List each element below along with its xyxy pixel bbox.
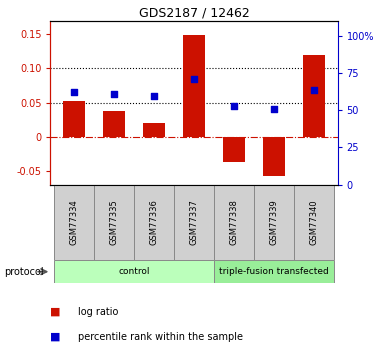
Text: GSM77340: GSM77340 [309,200,318,245]
Text: GSM77335: GSM77335 [110,200,119,245]
Bar [134,185,174,260]
Point [231,103,237,109]
Text: GSM77334: GSM77334 [70,200,79,245]
Bar [214,260,334,283]
Text: GSM77338: GSM77338 [229,200,238,245]
Text: log ratio: log ratio [78,307,118,317]
Point [151,94,157,99]
Text: GSM77336: GSM77336 [150,200,159,245]
Bar [54,185,94,260]
Point [191,76,197,81]
Text: triple-fusion transfected: triple-fusion transfected [219,267,329,276]
Point [310,88,317,93]
Bar [63,101,85,137]
Bar [174,185,214,260]
Point [271,107,277,112]
Text: GSM77337: GSM77337 [189,200,199,245]
Point [71,90,78,95]
Title: GDS2187 / 12462: GDS2187 / 12462 [139,7,249,20]
Text: protocol: protocol [4,267,43,277]
Text: ■: ■ [50,332,61,342]
Bar [143,123,165,137]
Text: control: control [118,267,150,276]
Bar [183,35,205,137]
Bar [303,55,325,137]
Bar [214,185,254,260]
Text: percentile rank within the sample: percentile rank within the sample [78,332,242,342]
Bar [54,260,214,283]
Bar [263,137,285,176]
Bar [94,185,134,260]
Bar [254,185,294,260]
Point [111,92,117,97]
Bar [294,185,334,260]
Text: GSM77339: GSM77339 [269,200,278,245]
Bar [223,137,245,162]
Bar [103,111,125,137]
Text: ■: ■ [50,307,61,317]
